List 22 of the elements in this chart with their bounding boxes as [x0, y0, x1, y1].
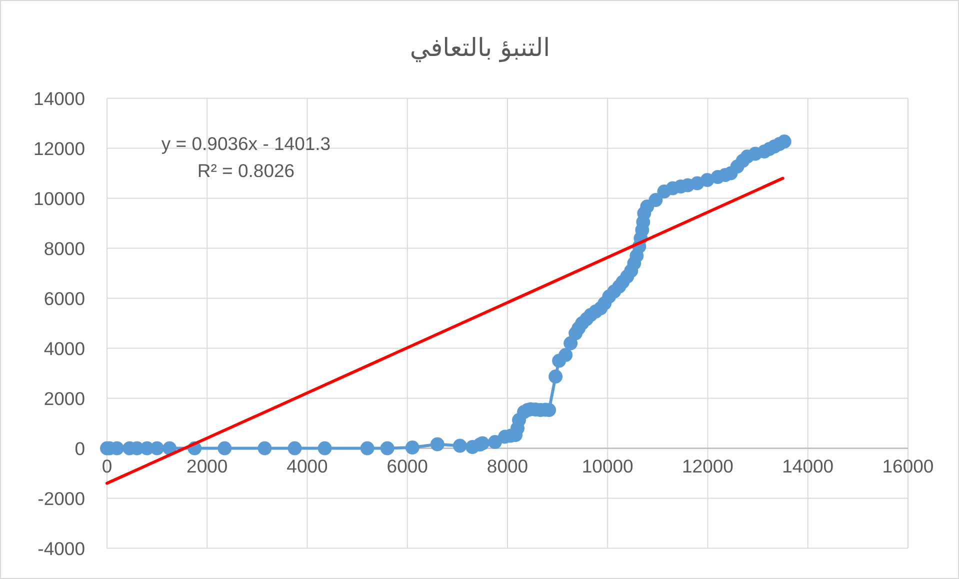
y-tick-label: 10000 [34, 188, 85, 209]
x-tick-label: 10000 [582, 455, 634, 476]
y-tick-label: 4000 [44, 338, 85, 359]
x-tick-label: 4000 [286, 455, 328, 476]
x-tick-label: 8000 [486, 455, 528, 476]
x-tick-label: 14000 [782, 455, 834, 476]
y-tick-label: 2000 [44, 388, 85, 409]
y-tick-label: 8000 [44, 238, 85, 259]
x-tick-label: 0 [102, 455, 112, 476]
y-tick-label: -2000 [38, 488, 85, 509]
x-tick-label: 16000 [882, 455, 934, 476]
chart-title: التنبؤ بالتعافي [410, 33, 550, 63]
annotation: y = 0.9036x - 1401.3 [161, 133, 331, 154]
y-tick-label: 6000 [44, 288, 85, 309]
y-tick-label: 14000 [34, 88, 85, 109]
y-tick-label: -4000 [38, 538, 85, 559]
y-tick-label: 0 [74, 438, 85, 459]
x-tick-label: 2000 [186, 455, 228, 476]
x-tick-label: 6000 [386, 455, 428, 476]
annotation: R² = 0.8026 [197, 160, 295, 181]
y-tick-label: 12000 [34, 138, 85, 159]
x-tick-label: 12000 [682, 455, 734, 476]
